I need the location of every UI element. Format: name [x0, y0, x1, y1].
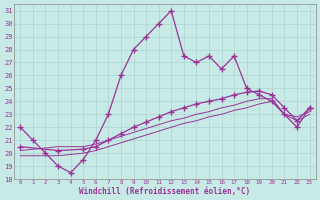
- X-axis label: Windchill (Refroidissement éolien,°C): Windchill (Refroidissement éolien,°C): [79, 187, 251, 196]
